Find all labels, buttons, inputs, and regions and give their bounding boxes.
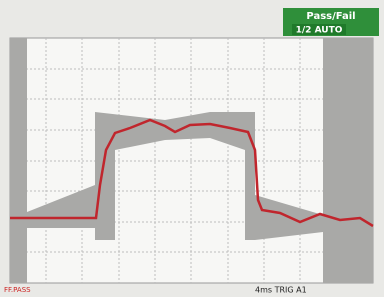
- page: Pass/Fail 1/2 AUTO FF.PASS 4ms TRIG A1 (…: [0, 0, 384, 297]
- footer-status: FF.PASS: [4, 286, 31, 294]
- footer-info: 4ms TRIG A1: [255, 286, 307, 295]
- mask-right: [323, 38, 373, 283]
- mask-left: [10, 38, 27, 283]
- scope-screen: Pass/Fail 1/2 AUTO FF.PASS 4ms TRIG A1: [0, 0, 384, 297]
- header-title: Pass/Fail: [306, 11, 355, 22]
- header-mode: 1/2 AUTO: [296, 26, 343, 36]
